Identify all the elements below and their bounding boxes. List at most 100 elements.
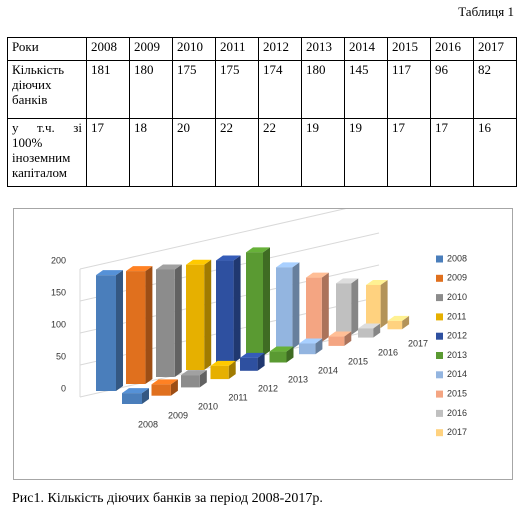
legend-swatch [436, 255, 443, 263]
bar-top [151, 379, 178, 385]
bar-side [344, 331, 352, 346]
table-cell: 2011 [215, 37, 259, 61]
table-cell: 18 [129, 118, 173, 187]
legend-label: 2008 [447, 253, 467, 263]
bar-side [142, 388, 149, 404]
bar-side [380, 279, 388, 328]
figure-caption: Рис1. Кількість діючих банків за період … [12, 491, 323, 506]
bar-side [373, 323, 381, 338]
table-cell: 2013 [301, 37, 345, 61]
bar-top [336, 278, 359, 284]
bar-top [269, 346, 294, 352]
bar-top [240, 352, 265, 358]
bar-top [126, 266, 153, 272]
bar [126, 271, 146, 384]
table-cell: 82 [473, 60, 517, 119]
table-cell: 2016 [430, 37, 474, 61]
table-cell: 181 [86, 60, 130, 119]
table-cell: 96 [430, 60, 474, 119]
x-tick-label: 2014 [318, 365, 338, 375]
chart: 0 50 100 150 200 2008 2008 2009 2009 2010 2010 2011… [51, 200, 467, 437]
bar-side [228, 360, 236, 380]
bar-top [306, 272, 329, 278]
x-tick-label: 2015 [348, 356, 368, 366]
bar-top [366, 279, 388, 285]
legend-swatch [436, 332, 443, 340]
bar-side [321, 272, 329, 342]
legend-label: 2014 [447, 369, 467, 379]
bar [96, 275, 116, 391]
table-cell: 2015 [387, 37, 431, 61]
data-table: Роки 2008 2009 2010 2011 2012 2013 2014 2015 2016… [7, 37, 517, 187]
bar [246, 252, 263, 356]
table-cell: 20 [172, 118, 216, 187]
table-cell: 17 [430, 118, 474, 187]
bar-top [358, 323, 381, 329]
bar-top [276, 262, 300, 268]
bar [336, 283, 352, 335]
bar-side [199, 370, 207, 388]
y-tick-label: 150 [51, 287, 66, 297]
bar [186, 264, 205, 370]
x-tick-label: 2009 [168, 410, 188, 420]
y-tick-label: 100 [51, 319, 66, 329]
table-cell: 2009 [129, 37, 173, 61]
bar-top [181, 370, 207, 376]
legend-label: 2013 [447, 350, 467, 360]
bar-top [122, 388, 149, 394]
x-tick-label: 2013 [288, 374, 308, 384]
table-cell: 180 [129, 60, 173, 119]
table-cell: Роки [7, 37, 87, 61]
table-cell: Кількість діючих банків [7, 60, 87, 119]
bar [299, 343, 316, 355]
bar-top [246, 247, 270, 253]
bar-top [96, 270, 123, 276]
bar-side [286, 346, 294, 363]
table-cell: 117 [387, 60, 431, 119]
legend-swatch [436, 409, 443, 417]
bar-side [263, 247, 270, 356]
bar [328, 336, 345, 346]
bar-side [292, 262, 300, 349]
y-tick-label: 0 [61, 383, 66, 393]
x-tick-label: 2012 [258, 383, 278, 393]
y-tick-label: 200 [51, 255, 66, 265]
chart-frame: 0 50 100 150 200 2008 2008 2009 2009 2010 2010 2011… [13, 200, 513, 480]
table-row: Кількість діючих банків 181 180 175 175 174 18… [7, 60, 517, 119]
table-cell: 180 [301, 60, 345, 119]
bar-side [204, 259, 212, 370]
bar-top [186, 259, 212, 265]
table-cell: 2008 [86, 37, 130, 61]
table-cell: 145 [344, 60, 388, 119]
table-cell: 2014 [344, 37, 388, 61]
table-cell: у т.ч. зі 100% іноземним капіталом [7, 118, 87, 187]
x-tick-label: 2008 [138, 419, 158, 429]
bar [181, 375, 200, 388]
bar-side [116, 270, 123, 391]
bar-side [233, 255, 241, 363]
bar-side [402, 315, 410, 330]
table-cell: 175 [172, 60, 216, 119]
grid-line [79, 200, 380, 270]
bar-top [216, 255, 241, 261]
table-cell: 19 [344, 118, 388, 187]
bar-side [145, 266, 153, 384]
table-cell: 19 [301, 118, 345, 187]
x-tick-label: 2017 [408, 338, 428, 348]
legend-label: 2009 [447, 273, 467, 283]
bar [276, 267, 293, 349]
legend-label: 2011 [447, 311, 466, 321]
table-row: у т.ч. зі 100% іноземним капіталом 17 18 20… [7, 118, 517, 187]
x-tick-label: 2010 [198, 401, 218, 411]
legend-label: 2010 [447, 292, 467, 302]
bar [269, 351, 287, 363]
bar [216, 260, 234, 363]
legend-swatch [436, 274, 443, 282]
legend-swatch [436, 371, 443, 379]
legend-label: 2012 [447, 331, 467, 341]
bar [366, 284, 381, 328]
legend-swatch [436, 313, 443, 321]
table-row: Роки 2008 2009 2010 2011 2012 2013 2014 2015 2016… [7, 37, 517, 61]
bar-side [170, 379, 178, 396]
